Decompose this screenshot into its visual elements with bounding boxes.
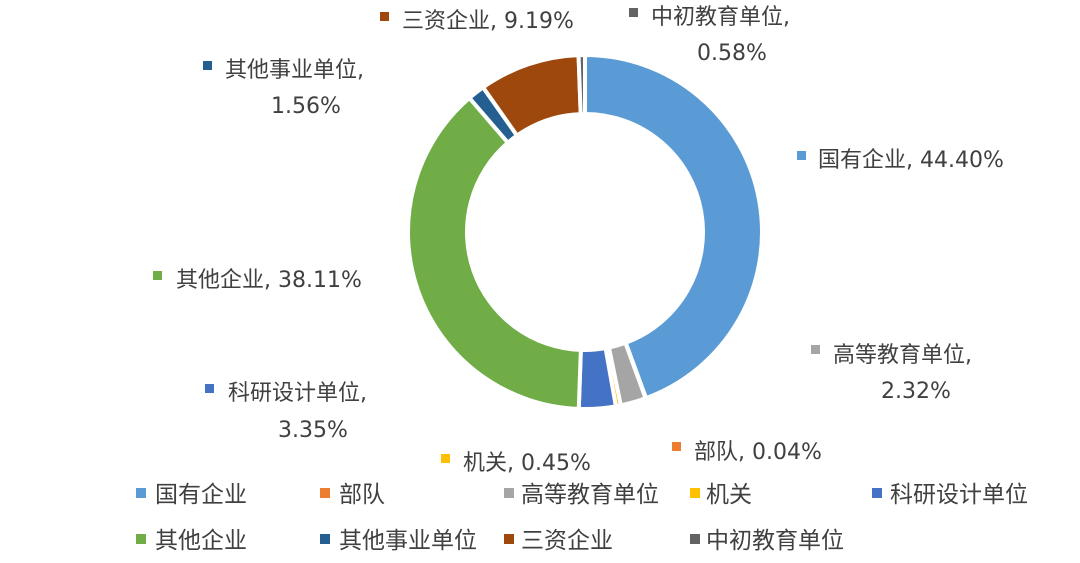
label-marker-keyan bbox=[205, 384, 214, 393]
label-qitaqiye: 其他企业, 38.11% bbox=[176, 268, 362, 293]
label-marker-jiguan bbox=[441, 454, 450, 463]
slice-0 bbox=[583, 53, 764, 401]
label-zhongchu-line2: 0.58% bbox=[697, 41, 767, 66]
label-marker-zhongchu bbox=[629, 8, 638, 17]
label-qitashiye-line2: 1.56% bbox=[271, 94, 341, 119]
legend-label-gaodengjiaoyu: 高等教育单位 bbox=[521, 482, 659, 508]
label-budui: 部队, 0.04% bbox=[694, 440, 822, 465]
label-sanzi: 三资企业, 9.19% bbox=[402, 9, 574, 34]
label-marker-gaodengjiaoyu bbox=[811, 345, 820, 354]
legend-label-sanzi: 三资企业 bbox=[521, 528, 613, 554]
legend: 国有企业 部队 高等教育单位 机关 科研设计单位 其他企业 其他事业单位 三资企… bbox=[136, 482, 1028, 554]
slice-8 bbox=[576, 53, 587, 117]
legend-swatch-guoyouqiye bbox=[136, 488, 146, 498]
legend-swatch-qitashiye bbox=[320, 534, 330, 544]
label-keyan-line2: 3.35% bbox=[278, 418, 348, 443]
legend-label-keyan: 科研设计单位 bbox=[890, 482, 1028, 508]
legend-label-zhongchu: 中初教育单位 bbox=[706, 528, 844, 554]
label-gaodengjiaoyu-line2: 2.32% bbox=[881, 379, 951, 404]
legend-label-jiguan: 机关 bbox=[706, 482, 752, 508]
legend-label-guoyouqiye: 国有企业 bbox=[155, 482, 247, 508]
legend-swatch-keyan bbox=[872, 488, 882, 498]
legend-swatch-zhongchu bbox=[690, 534, 700, 544]
label-marker-qitaqiye bbox=[153, 271, 162, 280]
label-marker-qitashiye bbox=[203, 61, 212, 70]
label-jiguan: 机关, 0.45% bbox=[463, 451, 591, 476]
legend-swatch-budui bbox=[320, 488, 330, 498]
label-zhongchu-line1: 中初教育单位, bbox=[651, 5, 790, 30]
legend-swatch-gaodengjiaoyu bbox=[504, 488, 514, 498]
legend-label-budui: 部队 bbox=[339, 482, 385, 508]
slice-5 bbox=[406, 95, 583, 411]
data-labels: 国有企业, 44.40% 高等教育单位, 2.32% 部队, 0.04% 机关,… bbox=[153, 5, 1004, 476]
label-gaodengjiaoyu-line1: 高等教育单位, bbox=[833, 343, 972, 368]
label-marker-guoyouqiye bbox=[797, 151, 806, 160]
label-marker-budui bbox=[672, 442, 681, 451]
legend-label-qitashiye: 其他事业单位 bbox=[339, 528, 477, 554]
legend-swatch-jiguan bbox=[690, 488, 700, 498]
donut-slices bbox=[406, 53, 764, 411]
legend-label-qitaqiye: 其他企业 bbox=[155, 528, 247, 554]
legend-swatch-qitaqiye bbox=[136, 534, 146, 544]
legend-swatch-sanzi bbox=[504, 534, 514, 544]
label-guoyouqiye: 国有企业, 44.40% bbox=[818, 148, 1004, 173]
label-keyan-line1: 科研设计单位, bbox=[228, 381, 367, 406]
label-marker-sanzi bbox=[380, 12, 389, 21]
label-qitashiye-line1: 其他事业单位, bbox=[225, 58, 364, 83]
